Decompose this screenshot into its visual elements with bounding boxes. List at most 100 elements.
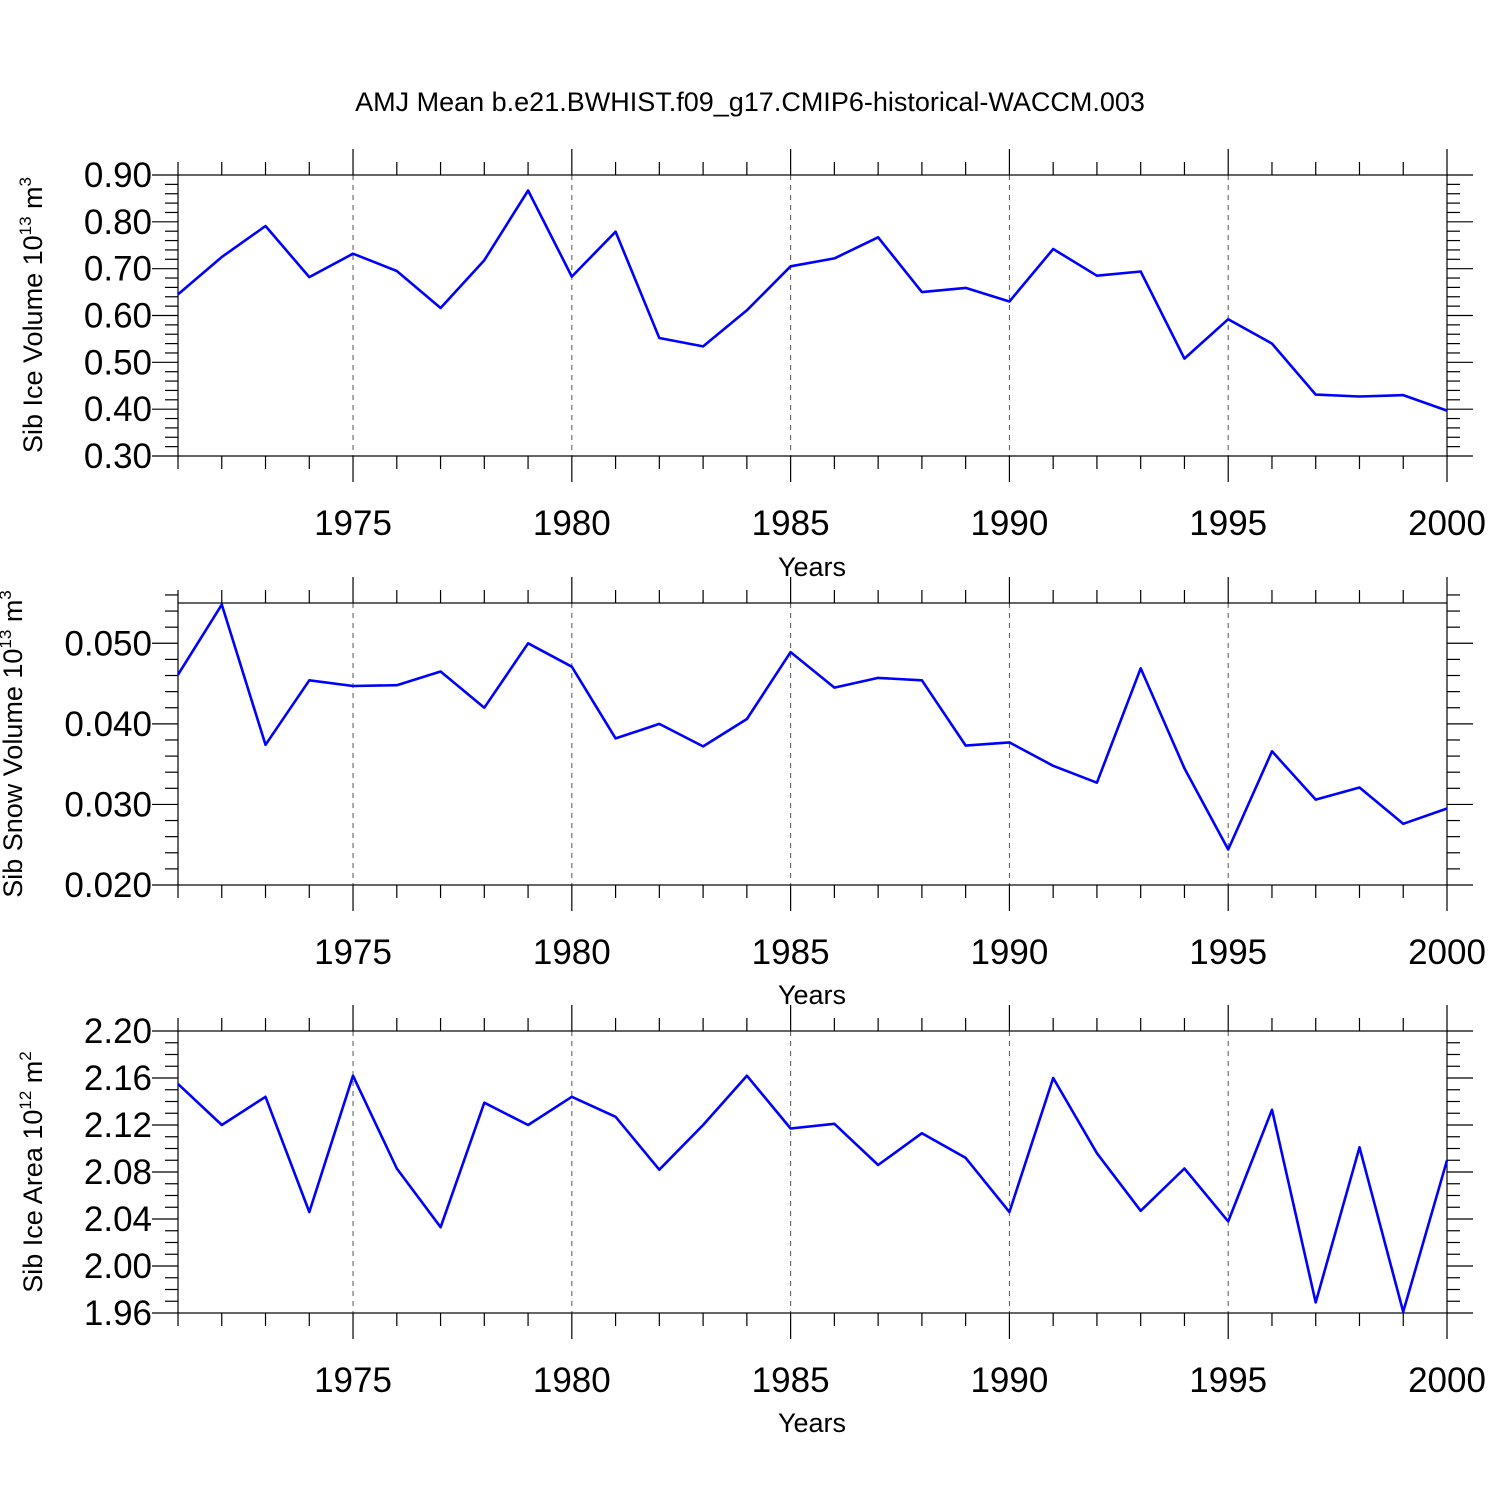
data-point [220,1123,224,1127]
series-group [176,189,1449,413]
data-point [789,1127,793,1131]
data-point [614,736,618,740]
y-tick-label: 0.50 [84,343,152,382]
x-tick-label: 2000 [1408,1361,1486,1400]
data-point [1445,409,1449,413]
data-point [1401,822,1405,826]
data-point [1007,1210,1011,1214]
y-tick-label: 1.96 [84,1294,152,1333]
data-point [701,1123,705,1127]
data-point [1358,786,1362,790]
data-point [920,678,924,682]
data-point [657,722,661,726]
data-point [1270,1108,1274,1112]
x-axis-title: Years [778,552,846,582]
data-point [570,1095,574,1099]
panel-grid [352,603,1229,885]
data-point [264,224,268,228]
panel-ticks [152,577,1473,911]
y-tick-label: 0.80 [84,203,152,242]
data-point [657,1168,661,1172]
data-point [439,1225,443,1229]
x-tick-label: 1975 [314,933,392,972]
data-point [1139,270,1143,274]
data-point [876,1163,880,1167]
ice-volume-panel: 0.30 0.40 0.50 0.60 0.70 0.80 0.90 1975 1980 1985… [16,149,1486,582]
data-point [1051,764,1055,768]
data-point [1182,766,1186,770]
data-point [264,743,268,747]
y-tick-label: 0.020 [64,866,152,905]
data-point [964,744,968,748]
data-point [1445,807,1449,811]
x-tick-label: 1975 [314,504,392,543]
panel-ticks [152,149,1473,482]
data-point [395,1167,399,1171]
data-point [176,292,180,296]
y-tick-label: 0.90 [84,156,152,195]
data-point [526,641,530,645]
data-point [482,258,486,262]
data-point [176,1082,180,1086]
data-point [745,717,749,721]
data-point [745,1074,749,1078]
data-point [614,1115,618,1119]
data-point [351,1074,355,1078]
series-group [176,1074,1449,1314]
data-point [876,676,880,680]
data-point [745,308,749,312]
y-tick-label: 0.040 [64,705,152,744]
plot-frame [177,602,1448,886]
data-point [526,1123,530,1127]
data-point [482,706,486,710]
data-point [920,1131,924,1135]
x-tick-label: 1975 [314,1361,392,1400]
data-point [307,1210,311,1214]
data-point [1095,1151,1099,1155]
data-point [439,306,443,310]
tick-labels: 1.96 2.00 2.04 2.08 2.12 2.16 2.20 1975 1980 1985… [84,1012,1486,1400]
data-point [1314,1300,1318,1304]
data-point [657,336,661,340]
data-point [1314,798,1318,802]
panel-ticks [152,1005,1473,1339]
y-tick-label: 2.20 [84,1012,152,1051]
data-point [1226,848,1230,852]
series-line [177,1074,1449,1314]
panel-grid [352,1031,1229,1313]
data-point [1270,342,1274,346]
data-point [439,670,443,674]
x-axis-title: Years [778,980,846,1010]
data-point [1007,740,1011,744]
data-point [1226,1219,1230,1223]
data-point [1095,274,1099,278]
x-tick-label: 1990 [970,933,1048,972]
data-point [482,1101,486,1105]
data-point [351,684,355,688]
tick-labels: 0.020 0.030 0.040 0.050 1975 1980 1985 1990 1995… [64,624,1486,972]
series-line [177,189,1448,412]
y-axis-title: Sib Snow Volume 1013 m3 [0,590,28,898]
data-point [307,678,311,682]
data-point [395,269,399,273]
data-point [789,264,793,268]
data-point [614,230,618,234]
y-tick-label: 2.04 [84,1200,152,1239]
series-line [176,603,1448,851]
plot-frame [177,174,1448,457]
data-point [964,1156,968,1160]
figure-title: AMJ Mean b.e21.BWHIST.f09_g17.CMIP6-hist… [355,87,1145,117]
data-point [1051,1076,1055,1080]
x-axis-title: Years [778,1408,846,1438]
data-point [264,1095,268,1099]
ice-area-panel: 1.96 2.00 2.04 2.08 2.12 2.16 2.20 1975 1980 1985… [16,1005,1486,1438]
data-point [307,275,311,279]
data-point [570,275,574,279]
data-point [1358,1145,1362,1149]
x-tick-label: 1980 [533,1361,611,1400]
x-tick-label: 1980 [533,933,611,972]
tick-labels: 0.30 0.40 0.50 0.60 0.70 0.80 0.90 1975 1980 1985… [84,156,1486,543]
x-tick-label: 1985 [752,504,830,543]
data-point [176,673,180,677]
